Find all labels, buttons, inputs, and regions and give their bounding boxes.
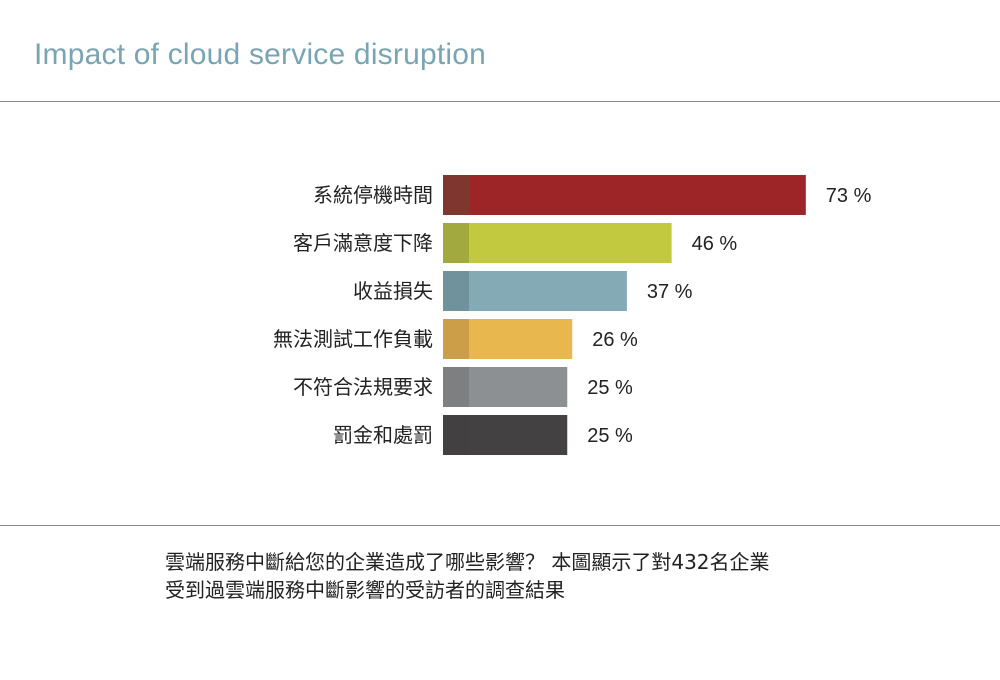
category-label: 客戶滿意度下降: [293, 231, 433, 255]
value-label: 37 %: [647, 281, 693, 303]
category-label: 不符合法規要求: [293, 375, 433, 399]
bar-chart: 系統停機時間 73 % 客戶滿意度下降 46 % 收益損失 37 % 無法測試工作負載 26 …: [273, 175, 872, 455]
category-label: 系統停機時間: [313, 183, 433, 207]
category-label: 罰金和處罰: [333, 423, 433, 447]
value-label: 25 %: [587, 377, 633, 399]
bar-accent: [443, 415, 469, 455]
bottom-divider: [0, 525, 1000, 526]
value-label: 46 %: [692, 233, 738, 255]
chart-caption: 雲端服務中斷給您的企業造成了哪些影響？ 本圖顯示了對432名企業 受到過雲端服務…: [165, 548, 885, 604]
category-label: 收益損失: [353, 279, 433, 303]
bar-accent: [443, 319, 469, 359]
chart-title: Impact of cloud service disruption: [34, 38, 487, 71]
caption-line-1: 雲端服務中斷給您的企業造成了哪些影響？ 本圖顯示了對432名企業: [165, 550, 770, 574]
caption-line-2: 受到過雲端服務中斷影響的受訪者的調查結果: [165, 578, 565, 602]
value-label: 73 %: [826, 185, 872, 207]
bar: [443, 175, 806, 215]
bar-accent: [443, 223, 469, 263]
value-label: 26 %: [592, 329, 638, 351]
value-label: 25 %: [587, 425, 633, 447]
bar: [443, 223, 672, 263]
bar-accent: [443, 367, 469, 407]
bar-accent: [443, 271, 469, 311]
category-label: 無法測試工作負載: [273, 327, 433, 351]
bar: [443, 271, 627, 311]
top-divider: [0, 101, 1000, 102]
bar-accent: [443, 175, 469, 215]
